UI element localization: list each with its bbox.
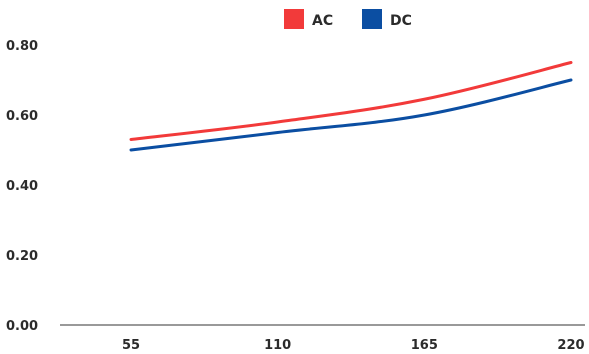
y-tick-label: 0.80 (6, 39, 38, 54)
series-line-ac (129, 61, 573, 141)
x-tick-label: 55 (122, 338, 140, 353)
series-lines (129, 61, 573, 152)
x-tick-label: 110 (264, 338, 291, 353)
legend-swatch-dc (362, 9, 382, 29)
x-tick-label: 165 (411, 338, 438, 353)
legend-label-dc: DC (390, 13, 412, 29)
y-tick-label: 0.40 (6, 179, 38, 194)
x-axis: 55 110 165 220 (60, 324, 585, 353)
y-tick-label: 0.20 (6, 249, 38, 264)
y-axis: 0.00 0.20 0.40 0.60 0.80 (6, 39, 38, 334)
y-tick-label: 0.60 (6, 109, 38, 124)
legend-swatch-ac (284, 9, 304, 29)
series-line-dc (129, 78, 573, 152)
x-tick-label: 220 (557, 338, 584, 353)
y-tick-label: 0.00 (6, 319, 38, 334)
legend: AC DC (284, 9, 412, 29)
legend-label-ac: AC (312, 13, 333, 29)
